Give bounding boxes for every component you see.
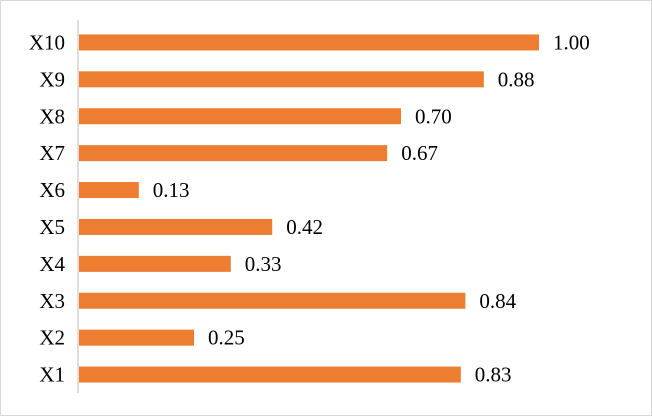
bar-x3 — [79, 292, 466, 309]
category-label-x3: X3 — [39, 289, 65, 313]
category-label-x6: X6 — [39, 178, 65, 202]
bar-x1 — [79, 366, 461, 383]
category-label-x2: X2 — [39, 326, 65, 350]
category-label-x5: X5 — [39, 215, 65, 239]
bar-x8 — [79, 108, 401, 125]
value-label-x1: 0.83 — [475, 363, 512, 387]
category-label-x9: X9 — [39, 67, 65, 91]
value-label-x2: 0.25 — [208, 326, 245, 350]
value-label-x5: 0.42 — [286, 215, 323, 239]
category-label-x7: X7 — [39, 141, 65, 165]
bar-x4 — [79, 255, 231, 272]
bar-x9 — [79, 71, 484, 88]
value-label-x6: 0.13 — [153, 178, 190, 202]
category-label-x8: X8 — [39, 104, 65, 128]
value-label-x9: 0.88 — [498, 67, 535, 91]
bar-x2 — [79, 329, 194, 346]
value-labels-group: 1.00 0.88 0.70 0.67 0.13 0.420.33 0.84 0.25 0.83 — [153, 30, 590, 386]
bar-x5 — [79, 218, 273, 235]
bars-group — [79, 34, 539, 383]
value-label-x8: 0.70 — [415, 104, 452, 128]
value-label-x3: 0.84 — [479, 289, 516, 313]
bar-x7 — [79, 145, 388, 162]
bar-x10 — [79, 34, 539, 51]
value-label-x7: 0.67 — [401, 141, 438, 165]
category-label-x4: X4 — [39, 252, 65, 276]
category-labels-group: X10 X9 X8 X7 X6 X5 X4 X3 X2 X1 — [29, 30, 66, 386]
category-label-x1: X1 — [39, 363, 65, 387]
bar-x6 — [79, 182, 139, 199]
value-label-x10: 1.00 — [553, 30, 590, 54]
category-label-x10: X10 — [29, 30, 65, 54]
value-label-x4: 0.33 — [245, 252, 282, 276]
